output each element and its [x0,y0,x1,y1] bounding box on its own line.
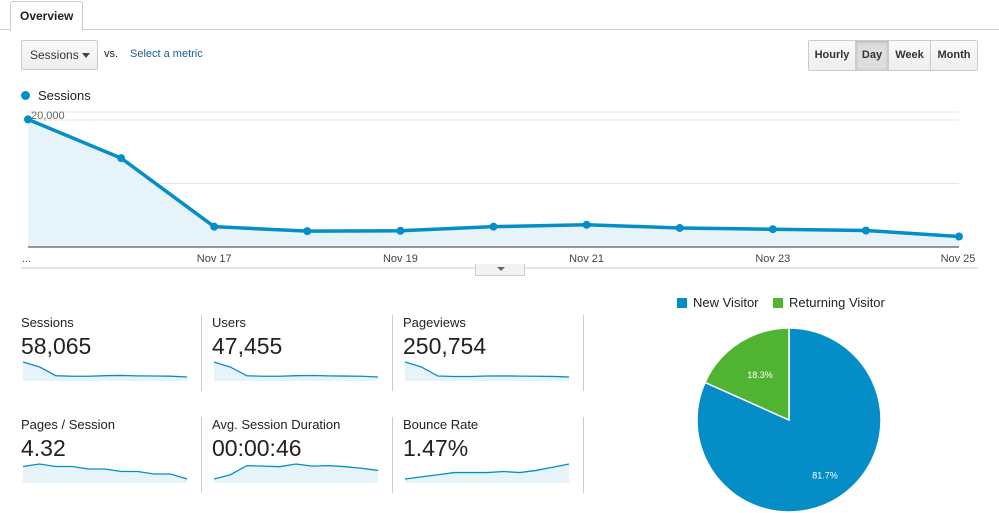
sparkline-line [213,463,379,480]
metric-tile-pageviews[interactable]: Pageviews 250,754 [403,315,584,397]
sparkline-fill [23,464,187,483]
y-tick-label: 20,000 [31,110,65,122]
vs-label: vs. [104,48,119,60]
data-point [675,223,684,232]
pie-legend-label: Returning Visitor [789,295,885,310]
day-button[interactable]: Day [856,41,889,70]
metric-value: 250,754 [403,333,487,359]
metric-value: 58,065 [21,333,92,359]
data-point [24,115,32,124]
chevron-down-icon [82,53,90,58]
divider [201,417,202,493]
data-point [582,220,591,229]
data-point [768,225,777,234]
sparkline-line [22,463,188,480]
metric-tile-users[interactable]: Users 47,455 [212,315,393,397]
pie-value-label: 18.3% [747,370,773,380]
series-dot-icon [21,91,30,100]
sparkline-line [404,361,570,378]
sparkline-line [213,361,379,378]
metric-tile-sessions[interactable]: Sessions 58,065 [21,315,202,397]
sparkline-fill [405,464,569,483]
sparkline [404,361,570,381]
data-point [303,227,312,236]
divider [201,315,202,391]
tab-overview[interactable]: Overview [10,1,84,31]
metric-dropdown[interactable]: Sessions [21,40,98,70]
data-point [396,226,405,235]
pie-value-label: 81.7% [812,471,838,481]
x-tick-label: Nov 23 [755,253,790,265]
divider [583,417,584,493]
metric-tile-bounce-rate[interactable]: Bounce Rate 1.47% [403,417,584,499]
month-button[interactable]: Month [931,41,977,70]
pie-legend-new-visitor[interactable]: New Visitor [677,295,759,310]
pie-legend-label: New Visitor [693,295,759,310]
data-point [489,222,498,231]
square-icon [677,298,687,308]
select-metric-link[interactable]: Select a metric [130,48,203,60]
data-point [117,154,126,163]
data-point [210,222,219,231]
data-point [955,232,963,241]
metric-label: Sessions [21,315,74,330]
visitor-pie-chart[interactable]: 81.7% 18.3% [690,320,890,513]
metric-value: 1.47% [403,435,469,461]
sparkline [213,361,379,381]
divider [392,315,393,391]
pie-slice-new-visitor [696,327,882,513]
metric-label: Pages / Session [21,417,115,432]
metric-label: Users [212,315,246,330]
sparkline-fill [214,464,378,483]
x-tick-label: Nov 21 [569,253,604,265]
legend-sessions: Sessions [38,88,91,103]
divider [392,417,393,493]
x-tick-label: ... [22,253,31,265]
tab-bar: Overview [0,0,999,31]
sparkline [22,463,188,483]
x-tick-label: Nov 19 [383,253,418,265]
metric-tile-avg-session-duration[interactable]: Avg. Session Duration 00:00:46 [212,417,393,499]
week-button[interactable]: Week [889,41,931,70]
hourly-button[interactable]: Hourly [809,41,856,70]
x-tick-label: Nov 25 [941,253,976,265]
x-tick-label: Nov 17 [197,253,232,265]
divider [583,315,584,391]
metric-label: Bounce Rate [403,417,479,432]
metric-label: Avg. Session Duration [212,417,341,432]
pie-slice-returning-visitor [704,327,790,422]
square-icon [773,298,783,308]
sparkline [404,463,570,483]
metric-tile-pages-per-session[interactable]: Pages / Session 4.32 [21,417,202,499]
sparkline [213,463,379,483]
time-granularity-group: Hourly Day Week Month [808,40,978,71]
metric-dropdown-label: Sessions [30,48,79,62]
sparkline-line [22,361,188,378]
sparkline-line [404,463,570,480]
metric-value: 47,455 [212,333,283,359]
metric-value: 00:00:46 [212,435,302,461]
metric-value: 4.32 [21,435,66,461]
pie-legend-returning-visitor[interactable]: Returning Visitor [773,295,885,310]
chart-legend[interactable]: Sessions [21,88,91,103]
data-point [861,226,870,235]
chevron-down-icon [497,267,505,271]
collapse-chart-handle[interactable] [475,264,525,276]
sparkline [22,361,188,381]
metric-label: Pageviews [403,315,466,330]
